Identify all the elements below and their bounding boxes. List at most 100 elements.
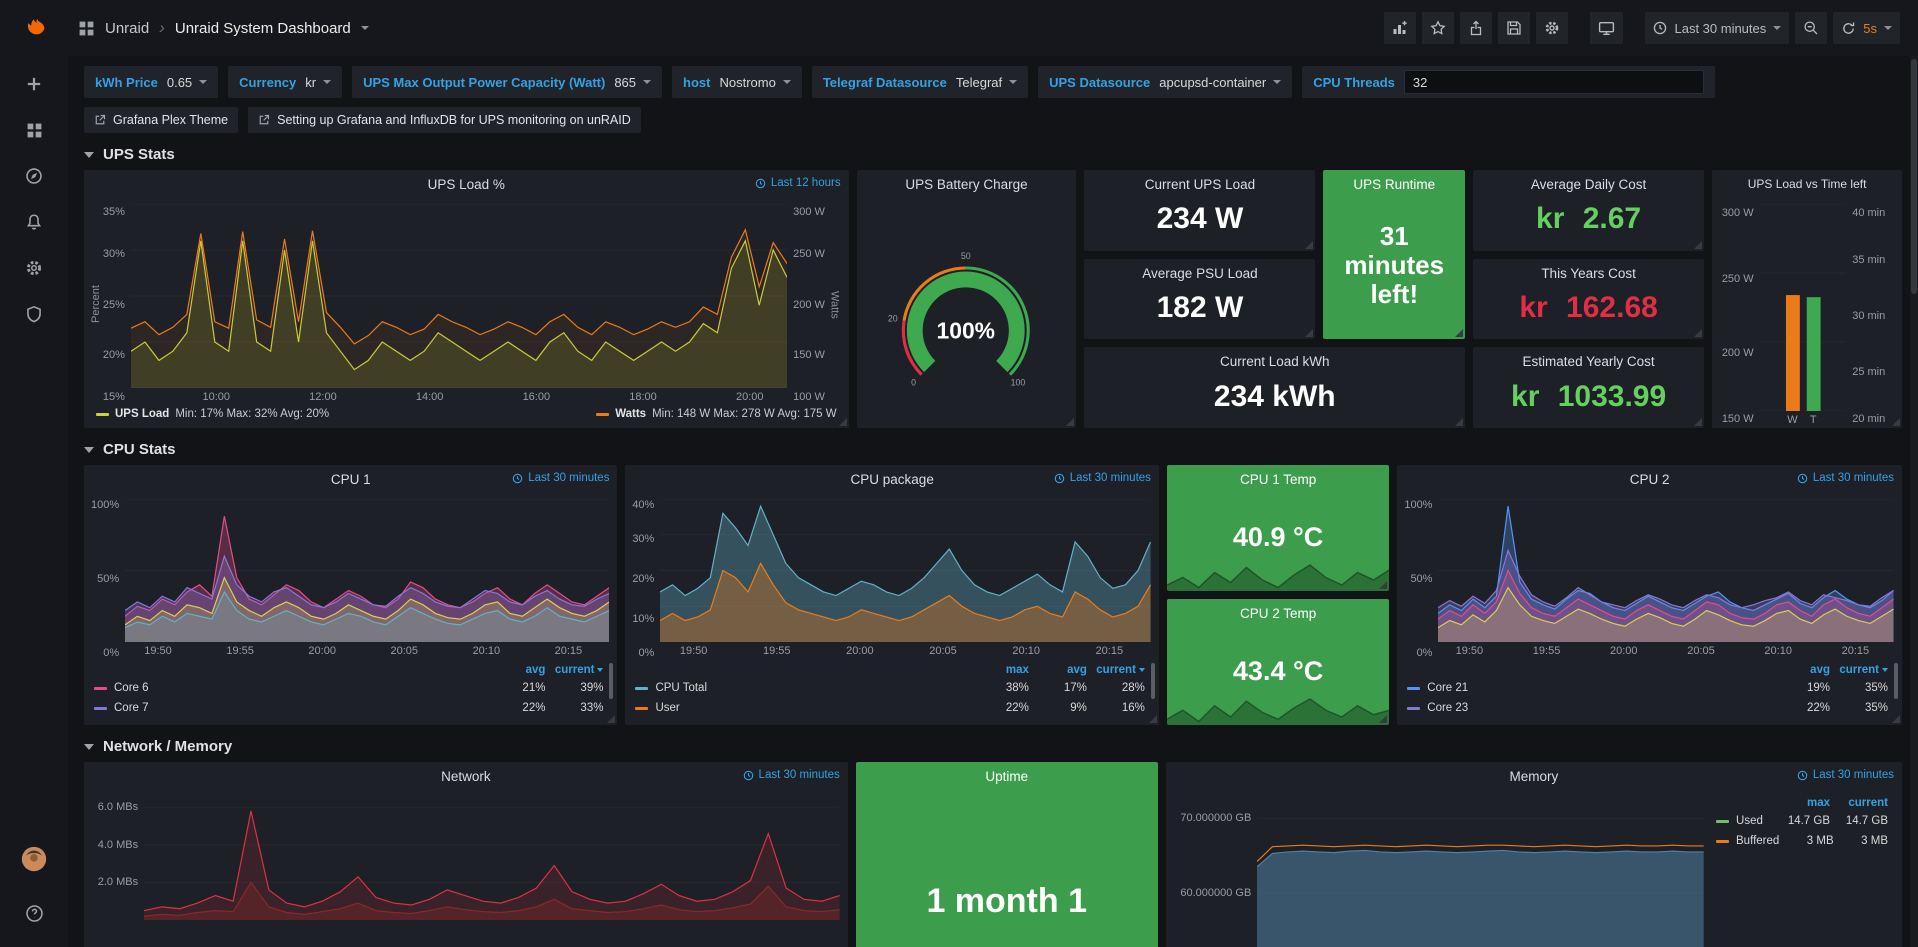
- stat-title[interactable]: UPS Runtime: [1353, 177, 1436, 192]
- share-dashboard-button[interactable]: [1460, 12, 1493, 44]
- legend-col-current[interactable]: current: [1087, 664, 1145, 676]
- stat-title[interactable]: Current UPS Load: [1144, 177, 1256, 192]
- stat-title[interactable]: CPU 1 Temp: [1239, 472, 1317, 487]
- legend-scrollbar[interactable]: [1894, 663, 1898, 699]
- time-range-button[interactable]: Last 30 minutes: [1645, 12, 1790, 44]
- section-cpu-stats[interactable]: CPU Stats: [84, 441, 1902, 458]
- legend-col-avg[interactable]: avg: [1810, 663, 1830, 676]
- panel-time-badge[interactable]: Last 12 hours: [755, 177, 841, 189]
- bar-T[interactable]: [1806, 297, 1821, 411]
- panel-time-badge[interactable]: Last 30 minutes: [1797, 472, 1894, 484]
- sidebar-alerting-button[interactable]: [12, 202, 56, 242]
- link-ups-monitoring-guide[interactable]: Setting up Grafana and InfluxDB for UPS …: [248, 107, 641, 133]
- cpu-package-chart[interactable]: 40% 30% 20% 10% 0% 19:50 19:55 20:00 20:05 20:10 2…: [625, 493, 1158, 659]
- page-scrollbar[interactable]: [1910, 56, 1918, 947]
- panel-header-ups-load[interactable]: UPS Load % Last 12 hours: [84, 170, 849, 198]
- variable-kwh-price[interactable]: kWh Price 0.65: [84, 66, 219, 98]
- zoom-out-button[interactable]: [1795, 12, 1828, 44]
- legend-series-name[interactable]: Core 23: [1407, 702, 1772, 714]
- legend-series-name[interactable]: CPU Total: [635, 682, 970, 694]
- panel-header-memory[interactable]: Memory Last 30 minutes: [1166, 762, 1902, 790]
- bar-W[interactable]: [1785, 295, 1800, 411]
- section-ups-stats[interactable]: UPS Stats: [84, 146, 1902, 163]
- legend-series-name[interactable]: Core 21: [1407, 682, 1772, 694]
- variable-ups-max-output[interactable]: UPS Max Output Power Capacity (Watt) 865: [352, 66, 663, 98]
- cycle-view-button[interactable]: [1590, 12, 1624, 44]
- user-avatar[interactable]: [12, 839, 56, 879]
- panel-time-badge[interactable]: Last 30 minutes: [1054, 472, 1151, 484]
- legend-value: 16%: [1121, 702, 1145, 714]
- cpu-threads-input[interactable]: [1403, 70, 1704, 94]
- legend-scrollbar[interactable]: [1150, 663, 1155, 699]
- grafana-logo[interactable]: [15, 10, 53, 48]
- sidebar-explore-button[interactable]: [12, 156, 56, 196]
- legend-scrollbar[interactable]: [609, 663, 614, 699]
- dashboard-settings-button[interactable]: [1536, 12, 1569, 44]
- legend-item[interactable]: Watts Min: 148 W Max: 278 W Avg: 175 W: [596, 408, 837, 420]
- legend-item[interactable]: UPS Load Min: 17% Max: 32% Avg: 20%: [96, 408, 329, 420]
- help-button[interactable]: [12, 893, 56, 933]
- panel-header-cpu2[interactable]: CPU 2 Last 30 minutes: [1397, 465, 1902, 493]
- legend-col-avg[interactable]: avg: [1067, 663, 1087, 676]
- panel-header-uptime[interactable]: Uptime: [856, 762, 1158, 790]
- variable-value: kr: [305, 74, 317, 90]
- series-line: [1257, 845, 1704, 861]
- variable-telegraf-datasource[interactable]: Telegraf Datasource Telegraf: [811, 66, 1029, 98]
- legend-col-max[interactable]: max: [1806, 796, 1831, 809]
- legend-col-current[interactable]: current: [1830, 664, 1888, 676]
- scrollbar-thumb[interactable]: [1911, 59, 1917, 294]
- legend-col-avg[interactable]: avg: [525, 663, 546, 676]
- sidebar-configuration-button[interactable]: [12, 248, 56, 288]
- dashboard-title[interactable]: Unraid System Dashboard: [174, 19, 351, 37]
- add-panel-button[interactable]: [1384, 12, 1417, 44]
- panel-header-load-vs-time[interactable]: UPS Load vs Time left: [1712, 170, 1902, 198]
- network-chart[interactable]: 6.0 MBs 4.0 MBs 2.0 MBs: [84, 790, 848, 920]
- legend-col-current[interactable]: current: [545, 664, 604, 676]
- legend-series-name[interactable]: Core 6: [94, 682, 487, 694]
- panel-time-badge[interactable]: Last 30 minutes: [512, 472, 609, 484]
- stat-title[interactable]: Average PSU Load: [1142, 265, 1258, 281]
- stat-title[interactable]: Estimated Yearly Cost: [1522, 354, 1655, 370]
- panel-time-badge[interactable]: Last 30 minutes: [1797, 769, 1894, 781]
- sidebar-dashboards-button[interactable]: [12, 110, 56, 150]
- save-dashboard-button[interactable]: [1498, 12, 1531, 44]
- panel-header-network[interactable]: Network Last 30 minutes: [84, 762, 848, 790]
- sidebar-create-button[interactable]: [12, 64, 56, 104]
- stat-title[interactable]: Average Daily Cost: [1530, 177, 1647, 192]
- stat-title[interactable]: This Years Cost: [1541, 265, 1636, 281]
- template-variables-row: kWh Price 0.65 Currency kr UPS Max Output …: [84, 66, 1902, 98]
- caret-down-icon[interactable]: [360, 26, 369, 30]
- battery-gauge[interactable]: 0 20 50 100 100%: [857, 198, 1077, 428]
- cpu1-chart[interactable]: 100% 50% 0% 19:50 19:55 20:00 20:05 20:10 20:15: [84, 493, 617, 659]
- variable-currency[interactable]: Currency kr: [228, 66, 343, 98]
- stat-value: kr 162.68: [1519, 290, 1658, 324]
- load-vs-time-chart[interactable]: 300 W 250 W 200 W 150 W W T 40 min 35 min 30 min…: [1712, 198, 1902, 428]
- ups-load-chart[interactable]: Percent 35% 30% 25% 20% 15% 10:00 12:00 14:00 16:…: [84, 198, 849, 405]
- panel-header-cpu1[interactable]: CPU 1 Last 30 minutes: [84, 465, 617, 493]
- stat-title[interactable]: Current Load kWh: [1219, 354, 1330, 370]
- legend-series-name[interactable]: Used: [1716, 815, 1772, 827]
- mark-favorite-button[interactable]: [1422, 12, 1455, 44]
- apps-grid-icon[interactable]: [78, 20, 95, 37]
- legend-col-current[interactable]: current: [1848, 796, 1889, 809]
- legend-series-name: UPS Load: [115, 408, 170, 420]
- legend-series-name[interactable]: User: [635, 702, 970, 714]
- variable-host[interactable]: host Nostromo: [672, 66, 802, 98]
- link-grafana-plex-theme[interactable]: Grafana Plex Theme: [84, 107, 239, 133]
- legend-col-max[interactable]: max: [1005, 663, 1029, 676]
- panel-time-badge[interactable]: Last 30 minutes: [743, 769, 840, 781]
- variable-ups-datasource[interactable]: UPS Datasource apcupsd-container: [1038, 66, 1293, 98]
- stat-title[interactable]: CPU 2 Temp: [1239, 606, 1317, 621]
- legend-series-name[interactable]: Buffered: [1716, 835, 1779, 847]
- panel-header-battery[interactable]: UPS Battery Charge: [857, 170, 1077, 198]
- sidebar-server-admin-button[interactable]: [12, 294, 56, 334]
- legend-row: User 22% 9% 16%: [635, 698, 1145, 718]
- panel-header-cpu-package[interactable]: CPU package Last 30 minutes: [625, 465, 1158, 493]
- legend-series-name[interactable]: Core 7: [94, 702, 487, 714]
- refresh-button[interactable]: 5s: [1833, 12, 1900, 44]
- cpu2-chart[interactable]: 100% 50% 0% 19:50 19:55 20:00 20:05 20:10 20:15: [1397, 493, 1902, 659]
- breadcrumb-folder[interactable]: Unraid: [105, 19, 150, 37]
- section-network-memory[interactable]: Network / Memory: [84, 738, 1902, 755]
